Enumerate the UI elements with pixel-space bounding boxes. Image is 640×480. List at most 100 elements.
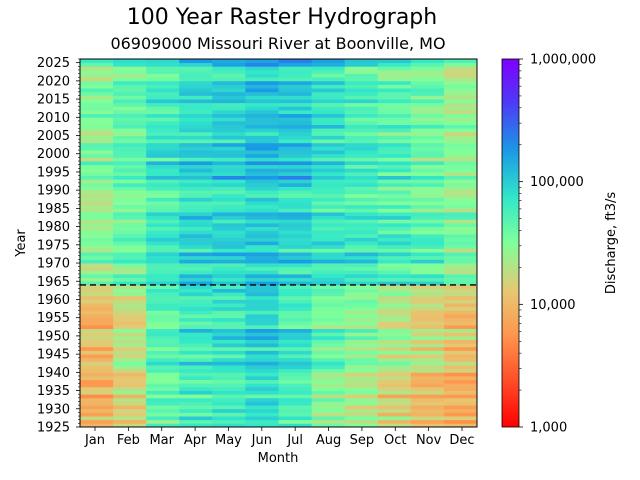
heatmap-cell <box>344 357 379 362</box>
heatmap-cell <box>113 99 147 104</box>
heatmap-cell <box>146 354 180 359</box>
heatmap-cell <box>113 255 147 260</box>
heatmap-cell <box>443 270 478 275</box>
heatmap-cell <box>179 350 213 355</box>
heatmap-cell <box>113 171 147 176</box>
heatmap-cell <box>410 332 445 337</box>
heatmap-cell <box>377 186 412 191</box>
heatmap-cell <box>113 219 147 224</box>
heatmap-cell <box>344 106 379 111</box>
heatmap-cell <box>377 106 412 111</box>
heatmap-cell <box>344 84 379 89</box>
heatmap-cell <box>212 295 246 300</box>
colorbar-axis: 1,000 10,000 100,000 1,000,000 <box>519 53 596 436</box>
heatmap-cell <box>278 368 313 373</box>
heatmap-cell <box>278 343 313 348</box>
heatmap-cells <box>80 59 478 428</box>
heatmap-cell <box>212 113 246 118</box>
heatmap-cell <box>443 266 478 271</box>
heatmap-cell <box>113 295 147 300</box>
heatmap-cell <box>311 375 346 381</box>
heatmap-cell <box>179 150 213 155</box>
heatmap-cell <box>146 62 180 67</box>
heatmap-cell <box>410 241 445 246</box>
heatmap-cell <box>146 59 180 64</box>
heatmap-cell <box>311 295 346 300</box>
heatmap-cell <box>278 153 313 158</box>
heatmap-cell <box>410 263 445 268</box>
heatmap-cell <box>179 139 213 144</box>
heatmap-cell <box>344 368 379 373</box>
heatmap-cell <box>179 124 213 129</box>
heatmap-cell <box>146 193 180 198</box>
heatmap-cell <box>146 259 180 264</box>
heatmap-cell <box>146 230 180 235</box>
heatmap-cell <box>245 69 279 74</box>
heatmap-cell <box>410 383 445 388</box>
heatmap-cell <box>344 208 379 213</box>
heatmap-cell <box>245 84 279 89</box>
heatmap-cell <box>278 324 313 330</box>
heatmap-cell <box>311 226 346 231</box>
heatmap-cell <box>80 153 114 158</box>
heatmap-cell <box>245 142 279 147</box>
heatmap-cell <box>410 190 445 195</box>
heatmap-cell <box>278 208 313 213</box>
heatmap-cell <box>278 372 313 377</box>
heatmap-cell <box>80 295 114 300</box>
heatmap-cell <box>146 157 180 162</box>
heatmap-cell <box>377 357 412 362</box>
heatmap-cell <box>377 233 412 238</box>
heatmap-cell <box>146 379 180 384</box>
heatmap-cell <box>245 59 279 64</box>
heatmap-cell <box>80 368 114 373</box>
heatmap-cell <box>410 69 445 74</box>
heatmap-cell <box>245 110 279 115</box>
heatmap-cell <box>377 306 412 311</box>
heatmap-cell <box>212 59 246 64</box>
heatmap-cell <box>278 99 313 104</box>
heatmap-cell <box>344 131 379 136</box>
heatmap-cell <box>311 365 346 370</box>
heatmap-cell <box>80 372 114 377</box>
heatmap-cell <box>113 328 147 333</box>
heatmap-cell <box>179 208 213 213</box>
heatmap-cell <box>410 77 445 82</box>
heatmap-cell <box>410 179 445 184</box>
heatmap-cell <box>212 164 246 169</box>
heatmap-cell <box>179 408 213 413</box>
heatmap-cell <box>113 335 147 340</box>
heatmap-cell <box>113 153 147 158</box>
heatmap-cell <box>344 288 379 293</box>
heatmap-cell <box>179 171 213 176</box>
heatmap-cell <box>377 110 412 115</box>
heatmap-cell <box>344 135 379 140</box>
heatmap-cell <box>245 168 279 173</box>
heatmap-cell <box>212 277 246 282</box>
heatmap-cell <box>146 117 180 122</box>
heatmap-cell <box>245 204 279 209</box>
heatmap-cell <box>245 361 279 366</box>
heatmap-cell <box>278 175 313 180</box>
heatmap-cell <box>443 295 478 300</box>
heatmap-cell <box>179 142 213 147</box>
heatmap-cell <box>146 401 180 406</box>
heatmap-cell <box>311 222 346 227</box>
heatmap-cell <box>278 197 313 202</box>
heatmap-cell <box>245 372 279 377</box>
heatmap-cell <box>377 361 412 366</box>
heatmap-cell <box>377 270 412 275</box>
heatmap-cell <box>80 273 114 279</box>
heatmap-cell <box>443 365 478 370</box>
heatmap-cell <box>179 248 213 253</box>
heatmap-cell <box>377 339 412 344</box>
heatmap-cell <box>146 95 180 100</box>
heatmap-cell <box>278 201 313 206</box>
heatmap-cell <box>377 397 412 402</box>
heatmap-cell <box>245 303 279 308</box>
heatmap-cell <box>146 263 180 268</box>
heatmap-cell <box>146 233 180 238</box>
heatmap-cell <box>212 131 246 136</box>
heatmap-cell <box>245 386 279 391</box>
heatmap-cell <box>410 273 445 279</box>
